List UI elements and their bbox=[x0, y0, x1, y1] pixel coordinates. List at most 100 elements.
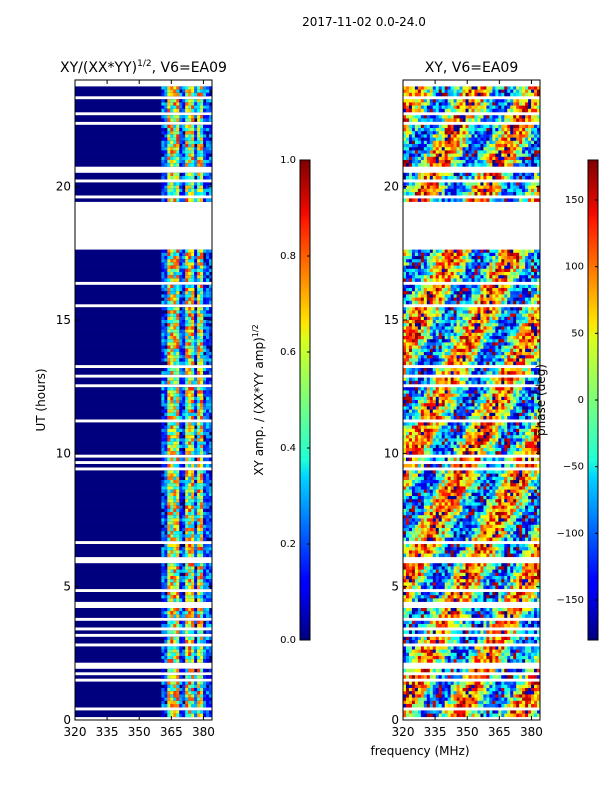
amp-cell bbox=[170, 326, 174, 330]
amp-cell bbox=[173, 518, 177, 522]
phase-cell bbox=[447, 156, 451, 161]
phase-cell bbox=[504, 323, 508, 327]
amp-cell bbox=[194, 172, 198, 177]
phase-cell bbox=[531, 284, 535, 289]
amp-row bbox=[75, 339, 212, 343]
phase-cell bbox=[513, 147, 517, 151]
amp-cell bbox=[161, 147, 165, 151]
amp-cell bbox=[188, 89, 192, 94]
amp-cell bbox=[176, 582, 180, 586]
amp-cell bbox=[161, 547, 165, 551]
phase-cell bbox=[495, 176, 499, 180]
amp-cell bbox=[176, 144, 180, 148]
amp-cell bbox=[200, 163, 204, 167]
amp-cell bbox=[197, 521, 201, 526]
phase-cell bbox=[513, 128, 517, 132]
phase-cell bbox=[513, 89, 517, 94]
amp-cell bbox=[179, 531, 183, 535]
amp-cell bbox=[179, 428, 183, 433]
amp-cell bbox=[188, 630, 192, 634]
amp-cell bbox=[167, 432, 171, 436]
amp-cell bbox=[200, 268, 204, 273]
amp-cell bbox=[173, 464, 177, 468]
amp-cell bbox=[182, 342, 186, 346]
amp-cell bbox=[173, 156, 177, 161]
amp-cell bbox=[164, 150, 168, 154]
amp-cell bbox=[203, 160, 207, 164]
phase-cell bbox=[480, 256, 484, 260]
amp-cell bbox=[200, 403, 204, 407]
phase-cell bbox=[444, 249, 448, 254]
phase-cell bbox=[465, 147, 469, 151]
amp-cell bbox=[170, 396, 174, 401]
phase-cell bbox=[403, 310, 407, 314]
phase-cell bbox=[405, 128, 410, 132]
amp-cell bbox=[173, 441, 177, 446]
amp-cell bbox=[173, 534, 177, 538]
amp-cell bbox=[167, 390, 171, 394]
amp-cell bbox=[185, 572, 189, 577]
phase-cell bbox=[411, 131, 416, 135]
phase-cell bbox=[501, 259, 505, 263]
amp-cell bbox=[206, 438, 210, 442]
phase-cell bbox=[522, 300, 526, 305]
phase-cell bbox=[465, 291, 469, 295]
phase-cell bbox=[417, 188, 422, 193]
amp-cell bbox=[179, 646, 183, 650]
phase-cell bbox=[468, 131, 472, 135]
amp-cell bbox=[209, 131, 212, 135]
phase-cell bbox=[516, 92, 520, 97]
amp-cell bbox=[206, 355, 210, 359]
amp-row bbox=[75, 544, 212, 548]
phase-cell bbox=[510, 294, 514, 298]
amp-cell bbox=[173, 259, 177, 263]
phase-cell bbox=[468, 265, 472, 270]
amp-cell bbox=[185, 476, 189, 481]
phase-cell bbox=[486, 172, 490, 177]
amp-cell bbox=[206, 646, 210, 650]
phase-cell bbox=[459, 192, 463, 196]
amp-cell bbox=[167, 320, 171, 324]
phase-cell bbox=[403, 172, 407, 177]
phase-cell bbox=[480, 150, 484, 154]
phase-cell bbox=[519, 99, 523, 103]
phase-cell bbox=[531, 198, 535, 202]
phase-cell bbox=[522, 288, 526, 292]
amp-cell bbox=[185, 185, 189, 190]
phase-cell bbox=[453, 147, 457, 151]
phase-cell bbox=[534, 316, 538, 321]
amp-cell bbox=[182, 278, 186, 282]
amp-cell bbox=[164, 688, 168, 692]
phase-cell bbox=[423, 163, 428, 167]
phase-cell bbox=[462, 185, 466, 190]
amp-cell bbox=[200, 608, 204, 612]
amp-cell bbox=[188, 476, 192, 481]
phase-cell bbox=[426, 163, 431, 167]
amp-cell bbox=[173, 316, 177, 321]
phase-cell bbox=[483, 137, 487, 142]
phase-cell bbox=[438, 275, 443, 279]
amp-cell bbox=[194, 697, 198, 702]
phase-cell bbox=[438, 134, 443, 138]
amp-cell bbox=[194, 192, 198, 196]
amp-cell bbox=[203, 515, 207, 519]
amp-cell bbox=[188, 480, 192, 484]
amp-cell bbox=[203, 624, 207, 628]
amp-cell bbox=[185, 441, 189, 446]
amp-cell bbox=[191, 115, 195, 119]
amp-cell bbox=[209, 508, 212, 513]
amp-cell bbox=[161, 448, 165, 452]
phase-cell bbox=[489, 172, 493, 177]
phase-cell bbox=[435, 307, 440, 311]
phase-cell bbox=[507, 118, 511, 122]
phase-cell bbox=[501, 256, 505, 260]
amp-cell bbox=[182, 339, 186, 343]
amp-row bbox=[75, 534, 212, 538]
amp-cell bbox=[182, 275, 186, 279]
amp-cell bbox=[206, 272, 210, 276]
phase-cell bbox=[450, 198, 454, 202]
amp-cell bbox=[161, 156, 165, 161]
amp-cell bbox=[188, 108, 192, 113]
phase-cell bbox=[403, 86, 407, 90]
amp-cell bbox=[170, 400, 174, 404]
